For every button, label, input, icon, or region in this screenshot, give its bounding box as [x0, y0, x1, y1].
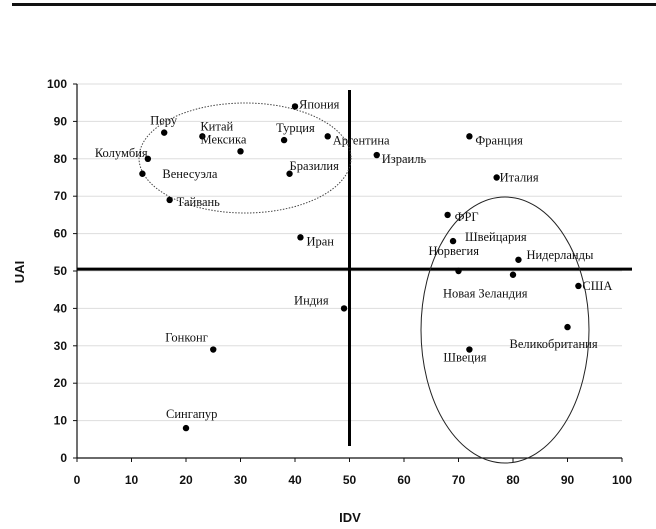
point-label: Великобритания [510, 337, 598, 351]
point-label: Индия [294, 293, 329, 307]
x-tick-label: 90 [561, 473, 575, 487]
data-point [515, 256, 522, 263]
data-point [161, 129, 168, 136]
y-tick-label: 40 [54, 301, 68, 315]
data-point [199, 133, 206, 140]
data-point [280, 136, 288, 144]
y-tick-label: 30 [54, 339, 68, 353]
x-tick-label: 70 [452, 473, 466, 487]
data-point [286, 170, 293, 177]
top-rule [12, 3, 656, 6]
point-label: США [582, 279, 612, 293]
point-label: Иран [306, 234, 334, 248]
point-label: Китай [200, 119, 233, 133]
x-tick-label: 50 [343, 473, 357, 487]
point-label: Бразилия [290, 159, 340, 173]
data-point [575, 282, 582, 290]
data-point [466, 346, 473, 353]
y-tick-label: 90 [54, 114, 68, 128]
data-point [340, 305, 348, 312]
x-tick-label: 10 [125, 473, 139, 487]
data-point [166, 196, 173, 204]
data-point [373, 151, 380, 159]
point-label: Швейцария [465, 230, 527, 244]
y-tick-label: 10 [54, 414, 68, 428]
point-label: Тайвань [177, 195, 221, 209]
y-tick-label: 100 [47, 77, 67, 91]
point-label: Италия [500, 171, 539, 185]
point-label: Нидерланды [526, 248, 594, 262]
x-tick-label: 100 [612, 473, 632, 487]
point-label: Аргентина [333, 133, 390, 147]
data-point [237, 148, 244, 155]
x-axis-label: IDV [339, 510, 361, 525]
point-label: Перу [150, 114, 178, 128]
point-label: Венесуэла [162, 167, 217, 181]
point-label: Мексика [201, 132, 247, 146]
data-point [324, 133, 331, 140]
y-tick-label: 20 [54, 376, 68, 390]
y-tick-label: 70 [54, 189, 68, 203]
data-point [182, 424, 190, 432]
y-tick-label: 0 [60, 451, 67, 465]
data-point [493, 174, 500, 181]
point-label: Япония [299, 97, 340, 111]
point-label: Швеция [443, 351, 486, 365]
data-point [291, 103, 299, 110]
x-tick-label: 30 [234, 473, 248, 487]
point-label: Новая Зеландия [443, 287, 528, 301]
y-axis-label: UAI [12, 261, 27, 283]
x-tick-label: 0 [74, 473, 81, 487]
data-point [564, 323, 571, 331]
point-label: Гонконг [165, 331, 208, 345]
data-point [455, 267, 462, 275]
data-point [449, 237, 457, 245]
point-label: Франция [475, 133, 523, 147]
x-tick-label: 60 [397, 473, 411, 487]
point-label: Израиль [382, 152, 427, 166]
data-point [144, 155, 152, 162]
data-point [297, 234, 304, 241]
data-point [210, 346, 217, 353]
point-label: Турция [276, 121, 315, 135]
data-point [509, 271, 517, 278]
x-tick-label: 80 [506, 473, 520, 487]
point-label: Колумбия [95, 146, 148, 160]
point-label: ФРГ [455, 210, 479, 224]
point-label: Норвегия [429, 244, 480, 258]
x-tick-label: 20 [179, 473, 193, 487]
cluster-ellipse-individualist [420, 196, 590, 464]
cluster-ellipse-collectivist [138, 102, 352, 214]
data-point [466, 133, 473, 140]
y-tick-label: 60 [54, 227, 68, 241]
data-point [444, 211, 451, 219]
point-label: Сингапур [166, 407, 217, 421]
y-tick-label: 80 [54, 152, 68, 166]
data-point [139, 170, 146, 177]
y-tick-label: 50 [54, 264, 68, 278]
x-tick-label: 40 [288, 473, 302, 487]
